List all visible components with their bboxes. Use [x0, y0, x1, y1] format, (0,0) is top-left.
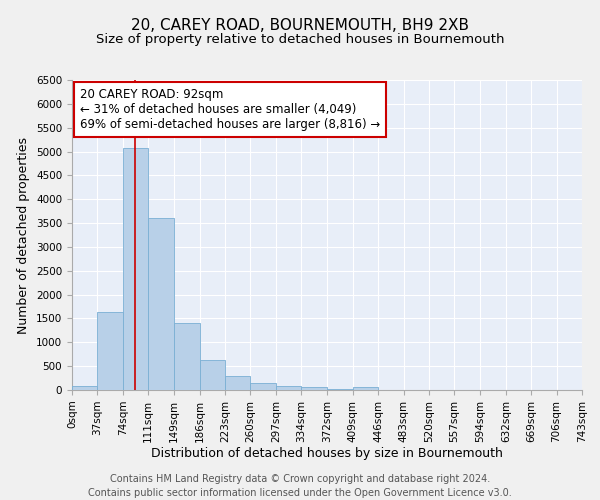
- Bar: [72, 386, 97, 390]
- Bar: [225, 376, 250, 390]
- Bar: [174, 323, 200, 390]
- Bar: [328, 388, 353, 390]
- Bar: [276, 386, 301, 390]
- Bar: [250, 383, 276, 390]
- Bar: [97, 312, 123, 390]
- Bar: [301, 388, 328, 390]
- X-axis label: Distribution of detached houses by size in Bournemouth: Distribution of detached houses by size …: [151, 448, 503, 460]
- Bar: [200, 360, 225, 390]
- Text: Size of property relative to detached houses in Bournemouth: Size of property relative to detached ho…: [96, 32, 504, 46]
- Bar: [353, 386, 378, 390]
- Text: Contains HM Land Registry data © Crown copyright and database right 2024.
Contai: Contains HM Land Registry data © Crown c…: [88, 474, 512, 498]
- Text: 20 CAREY ROAD: 92sqm
← 31% of detached houses are smaller (4,049)
69% of semi-de: 20 CAREY ROAD: 92sqm ← 31% of detached h…: [80, 88, 380, 130]
- Bar: [148, 218, 174, 390]
- Bar: [123, 148, 148, 390]
- Y-axis label: Number of detached properties: Number of detached properties: [17, 136, 31, 334]
- Text: 20, CAREY ROAD, BOURNEMOUTH, BH9 2XB: 20, CAREY ROAD, BOURNEMOUTH, BH9 2XB: [131, 18, 469, 32]
